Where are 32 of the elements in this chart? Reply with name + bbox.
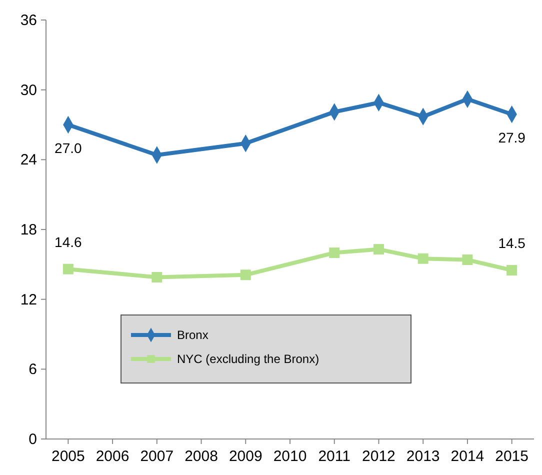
- y-tick-label: 24: [20, 152, 37, 169]
- legend-label: Bronx: [177, 328, 208, 342]
- point: [62, 264, 74, 274]
- point: [240, 270, 251, 280]
- point: [462, 254, 473, 266]
- data-label: 14.5: [498, 235, 526, 252]
- y-tick-label: 36: [20, 12, 37, 29]
- data-label: 27.0: [54, 140, 82, 156]
- y-tick-label: 12: [20, 291, 37, 308]
- y-tick-label: 6: [28, 361, 37, 378]
- legend-label: NYC (excluding the Bronx): [177, 352, 320, 366]
- x-tick-label: 2006: [96, 448, 130, 465]
- y-tick-label: 30: [20, 82, 37, 99]
- data-label: 14.6: [54, 234, 82, 250]
- point: [152, 272, 162, 282]
- data-label: 27.9: [498, 129, 526, 146]
- y-tick-label: 0: [28, 431, 37, 448]
- x-tick-label: 2012: [362, 448, 396, 465]
- point: [418, 253, 428, 264]
- x-tick-label: 2008: [184, 448, 218, 465]
- x-tick-label: 2013: [406, 448, 440, 465]
- y-tick-label: 18: [20, 222, 37, 238]
- x-tick-label: 2009: [228, 448, 262, 465]
- x-tick-label: 2005: [51, 448, 85, 465]
- x-tick-label: 2010: [273, 448, 307, 465]
- point: [373, 244, 384, 255]
- point: [329, 248, 340, 258]
- x-tick-label: 2011: [318, 448, 350, 465]
- x-tick-label: 2007: [140, 448, 174, 465]
- point: [506, 264, 518, 276]
- x-tick-label: 2014: [450, 448, 484, 465]
- x-tick-label: 2015: [495, 448, 529, 465]
